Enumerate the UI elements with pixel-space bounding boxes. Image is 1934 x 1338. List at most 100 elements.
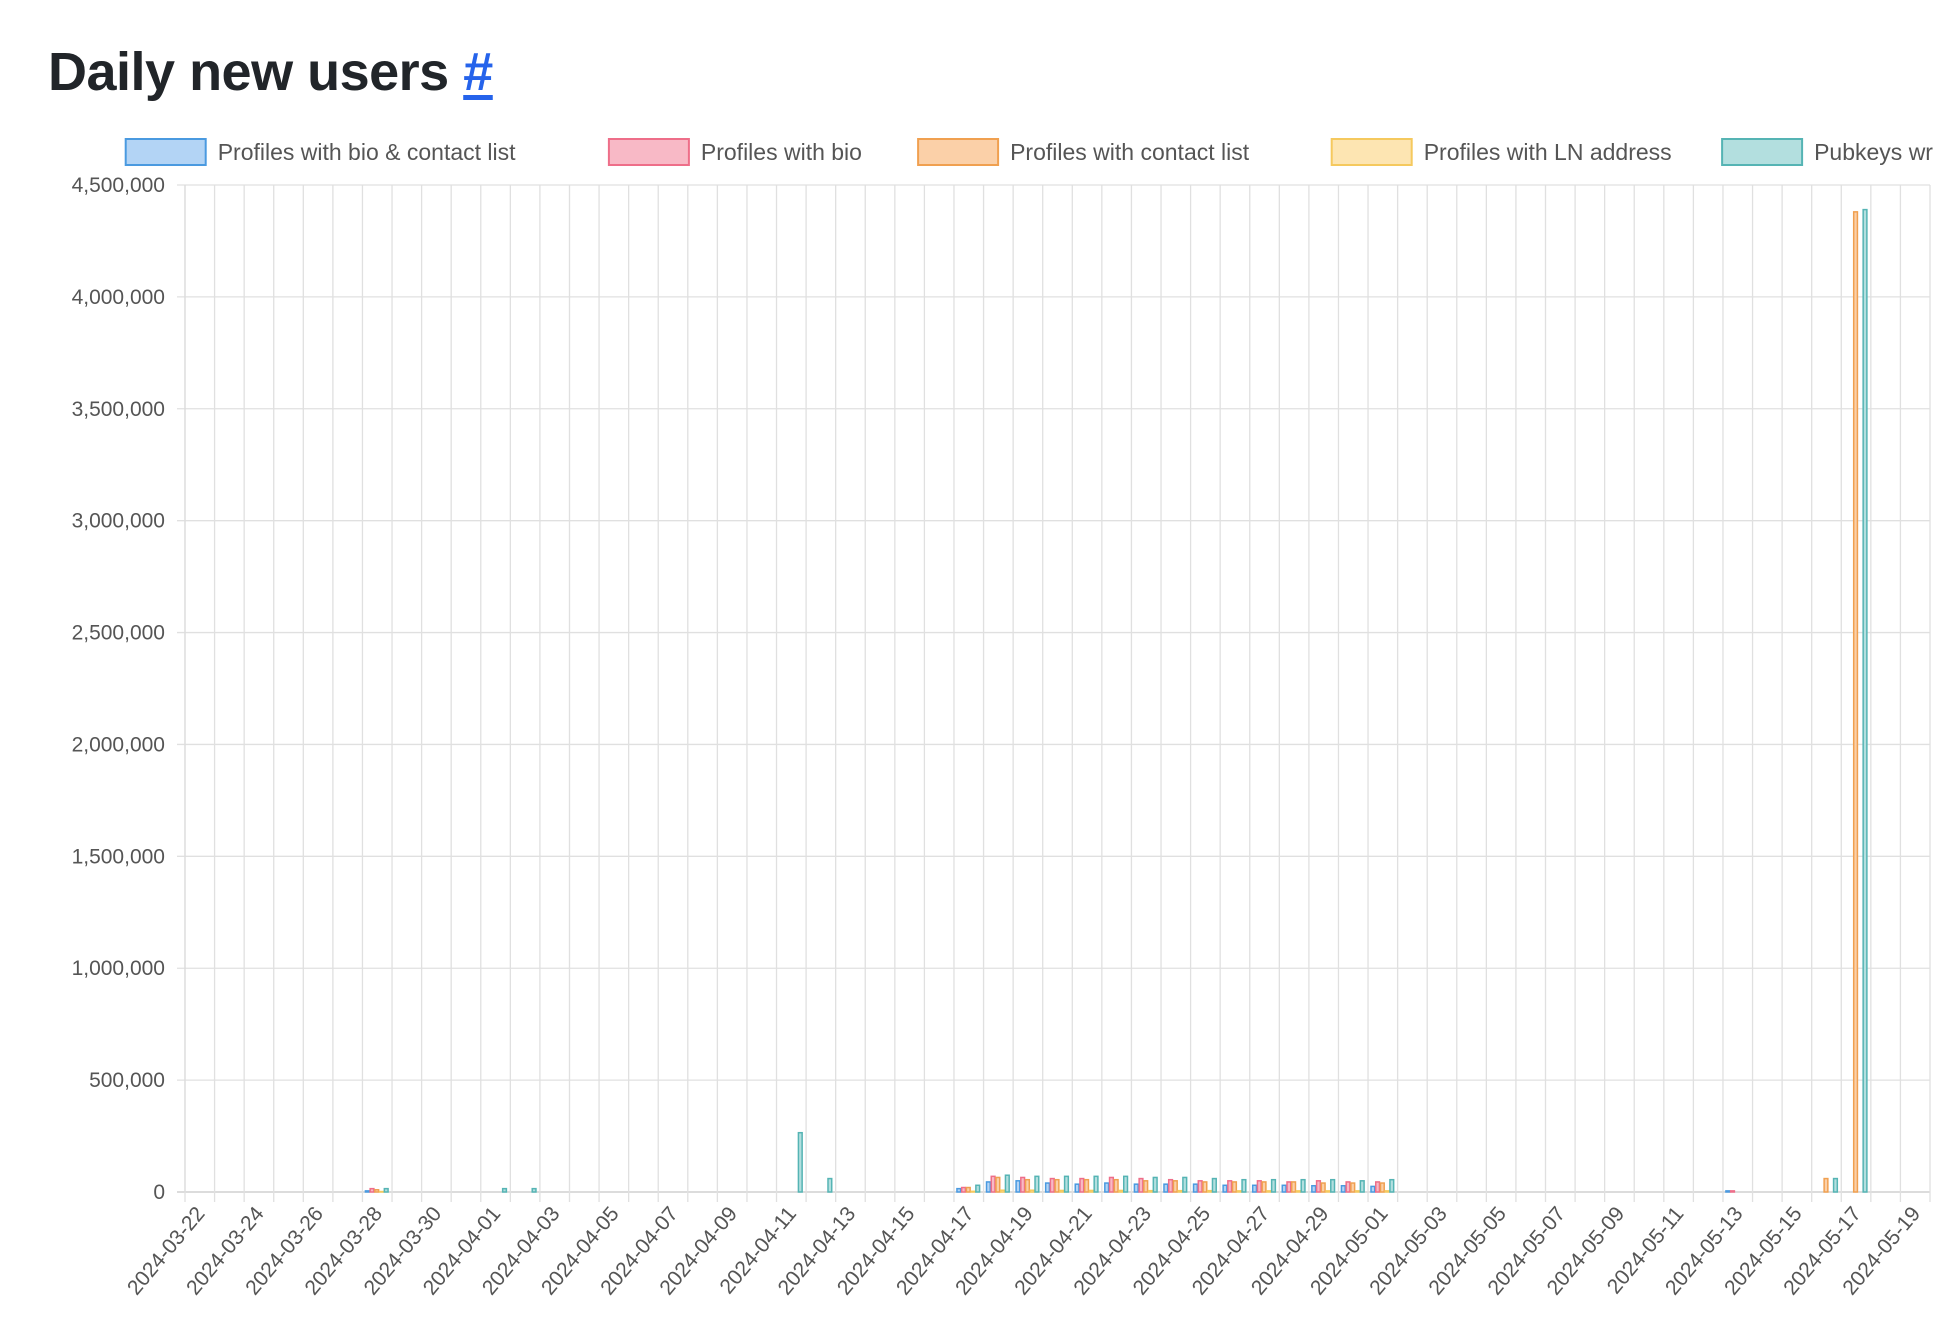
legend-item: Profiles with contact list [917,138,1250,166]
bar-profiles-with-bio-contact-list [1015,1180,1021,1193]
bar-profiles-with-contact-list [1143,1180,1149,1193]
bar-profiles-with-bio [960,1186,967,1193]
bar-pubkeys-writing-events [1004,1174,1010,1193]
y-tick-label: 1,000,000 [72,957,165,980]
bar-profiles-with-ln-address [1059,1189,1065,1193]
bar-pubkeys-writing-events [827,1177,833,1193]
bar-profiles-with-bio-contact-list [1133,1183,1139,1193]
bar-profiles-with-ln-address [1325,1190,1331,1193]
bar-profiles-with-contact-list [1261,1181,1267,1193]
bar-profiles-with-bio [1286,1181,1292,1193]
bar-profiles-with-bio-contact-list [1074,1183,1080,1193]
bar-profiles-with-contact-list [1024,1178,1031,1193]
bar-profiles-with-contact-list [1083,1178,1090,1193]
bar-profiles-with-bio-contact-list [956,1187,962,1193]
bar-profiles-with-contact-list [1290,1181,1297,1193]
bar-profiles-with-bio [1227,1180,1233,1193]
bar-profiles-with-ln-address [1206,1189,1213,1193]
bar-profiles-with-bio-contact-list [1311,1184,1317,1193]
bar-profiles-with-bio-contact-list [1340,1184,1346,1193]
bar-profiles-with-ln-address [999,1189,1006,1193]
bar-profiles-with-ln-address [1384,1190,1390,1193]
legend-swatch [1330,138,1413,166]
bar-profiles-with-contact-list [1852,211,1859,1193]
bar-profiles-with-ln-address [1177,1189,1183,1193]
y-tick-label: 2,500,000 [72,622,165,645]
bar-pubkeys-writing-events [1182,1176,1188,1193]
bar-pubkeys-writing-events [1330,1178,1336,1193]
bar-profiles-with-ln-address [1266,1190,1272,1193]
y-tick-label: 4,000,000 [72,286,165,309]
bar-profiles-with-ln-address [1147,1189,1154,1193]
bar-profiles-with-bio [369,1187,375,1193]
page-title-text: Daily new users [48,42,449,102]
bar-pubkeys-writing-events [975,1184,981,1193]
legend-item: Profiles with bio & contact list [124,138,516,166]
bar-pubkeys-writing-events [1093,1175,1099,1193]
bar-pubkeys-writing-events [1034,1175,1040,1193]
legend-swatch [917,138,1000,166]
bar-profiles-with-bio-contact-list [1725,1190,1731,1193]
bar-profiles-with-contact-list [1172,1180,1178,1193]
bar-profiles-with-bio [1256,1180,1262,1193]
bar-pubkeys-writing-events [501,1187,508,1193]
title-anchor-link[interactable]: # [463,42,493,102]
chart-legend: Profiles with bio & contact list Profiles… [124,138,1934,166]
bar-pubkeys-writing-events [1270,1178,1277,1193]
bar-profiles-with-bio [990,1175,996,1193]
y-tick-label: 3,500,000 [72,398,165,421]
legend-swatch [1721,138,1804,166]
legend-label: Profiles with bio [701,139,862,165]
bar-profiles-with-contact-list [1320,1182,1326,1193]
legend-label: Profiles with LN address [1424,139,1672,165]
bar-profiles-with-bio-contact-list [1370,1185,1376,1193]
bar-profiles-with-bio [1020,1176,1026,1193]
bar-profiles-with-contact-list [1054,1178,1060,1193]
bar-profiles-with-bio-contact-list [1192,1183,1199,1193]
bar-profiles-with-contact-list [1113,1178,1119,1193]
x-axis-ticks: 2024-03-222024-03-242024-03-262024-03-28… [123,1202,1925,1299]
bar-profiles-with-bio-contact-list [1222,1184,1228,1193]
bar-profiles-with-bio-contact-list [985,1181,991,1193]
bar-pubkeys-writing-events [1862,208,1868,1193]
bar-profiles-with-ln-address [970,1190,976,1193]
bar-pubkeys-writing-events [1063,1175,1070,1193]
bar-pubkeys-writing-events [1300,1178,1306,1193]
bar-profiles-with-bio-contact-list [1104,1182,1110,1193]
y-tick-label: 500,000 [89,1069,165,1092]
legend-swatch [607,138,690,166]
bar-profiles-with-bio [1197,1180,1203,1193]
bar-profiles-with-bio [1108,1176,1115,1193]
bar-profiles-with-bio [1345,1181,1351,1193]
y-tick-label: 1,500,000 [72,845,165,868]
legend-label: Profiles with contact list [1010,139,1250,165]
bar-profiles-with-contact-list [1823,1177,1829,1193]
grid-lines [177,184,1931,1202]
bar-profiles-with-bio [1374,1181,1381,1193]
bar-profiles-with-ln-address [1118,1189,1124,1193]
y-tick-label: 3,000,000 [72,510,165,533]
bar-profiles-with-contact-list [965,1186,971,1193]
bar-series [364,208,1868,1193]
y-tick-label: 4,500,000 [72,174,165,197]
bar-profiles-with-bio-contact-list [1163,1183,1169,1193]
bar-profiles-with-bio-contact-list [1251,1184,1258,1193]
y-tick-label: 2,000,000 [72,733,165,756]
legend-item: Profiles with LN address [1330,138,1672,166]
bar-profiles-with-contact-list [1379,1182,1385,1193]
legend-item: Profiles with bio [607,138,862,166]
bar-profiles-with-contact-list [1350,1182,1356,1193]
bar-profiles-with-ln-address [1088,1189,1094,1193]
legend-swatch [124,138,207,166]
bar-profiles-with-bio [1138,1177,1144,1193]
bar-profiles-with-bio [1315,1180,1322,1193]
bar-profiles-with-contact-list [1202,1181,1208,1193]
bar-profiles-with-ln-address [1354,1190,1361,1193]
bar-profiles-with-bio [1167,1178,1174,1193]
bar-profiles-with-contact-list [1231,1181,1238,1193]
bar-profiles-with-contact-list [995,1176,1001,1193]
bar-pubkeys-writing-events [383,1187,389,1193]
bar-profiles-with-ln-address [1236,1190,1242,1193]
bar-profiles-with-contact-list [374,1189,380,1193]
